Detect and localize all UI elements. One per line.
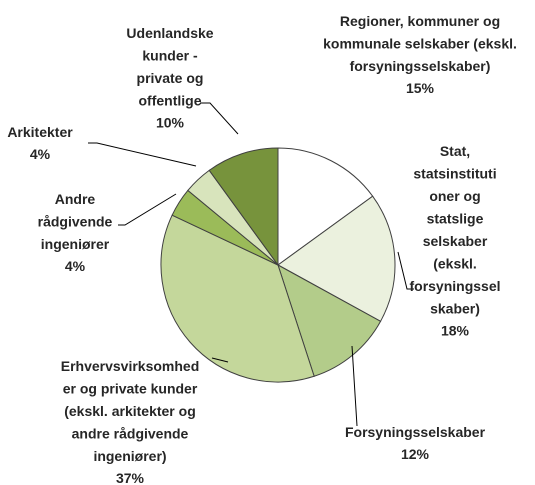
slice-value-label: 4% [65,258,86,274]
pie-slice [160,214,315,383]
slice-label: Udenlandske kunder -private og offentlige [126,25,213,109]
leader-line [118,193,177,226]
pie-slice [277,147,374,266]
leader-line [351,345,358,427]
slice-value-label: 12% [401,446,430,462]
slice-label: Forsyningsselskaber [345,424,486,440]
slice-value-label: 15% [406,80,435,96]
leader-line [200,102,239,135]
pie-slice [208,147,279,267]
slice-value-label: 10% [156,115,185,131]
leader-line [88,142,197,167]
leader-line [397,251,414,290]
slice-value-label: 18% [441,323,470,339]
slice-label: Arkitekter [7,124,73,140]
slice-value-label: 4% [30,146,51,162]
pie-slice [277,195,396,323]
leader-line [211,357,229,363]
slice-label: Regioner, kommuner og kommunale selskaber… [323,13,517,74]
slice-value-label: 37% [116,470,145,485]
slice-label: Stat, statsinstituti oner og statslige selsk… [409,143,500,317]
slice-label: Erhvervsvirksomhed er og private kunder (e… [61,358,200,464]
slice-label: Andre rådgivende ingeniører [38,191,113,252]
